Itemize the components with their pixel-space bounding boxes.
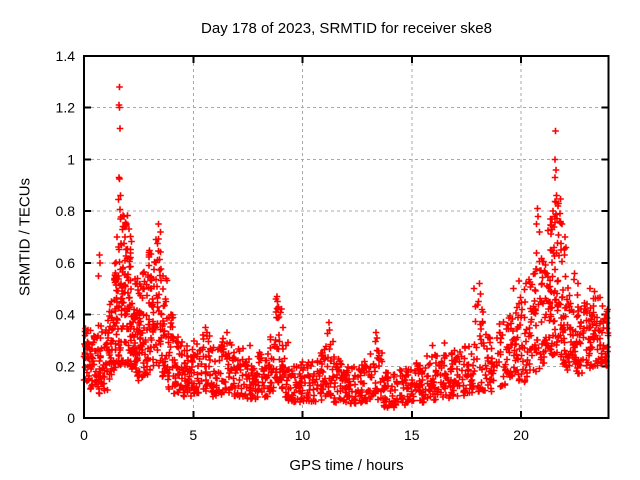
plot-border <box>83 55 610 419</box>
scatter-points <box>80 83 612 411</box>
svg-text:1.2: 1.2 <box>56 100 76 116</box>
svg-text:15: 15 <box>404 427 420 443</box>
x-axis-label: GPS time / hours <box>289 457 404 474</box>
svg-text:5: 5 <box>189 427 197 443</box>
svg-text:1: 1 <box>67 151 75 167</box>
svg-text:20: 20 <box>513 427 529 443</box>
svg-text:0.4: 0.4 <box>56 307 76 323</box>
svg-text:1.4: 1.4 <box>56 48 76 64</box>
tick-labels: 0 5 10 15 20 0 0.2 0.4 0.6 0.8 1 1.2 1.4 <box>56 48 530 443</box>
svg-text:0.6: 0.6 <box>56 255 76 271</box>
svg-text:0.8: 0.8 <box>56 203 76 219</box>
chart-title: Day 178 of 2023, SRMTID for receiver ske… <box>201 20 492 37</box>
svg-text:0: 0 <box>67 410 75 426</box>
svg-text:0.2: 0.2 <box>56 358 76 374</box>
svg-text:10: 10 <box>295 427 311 443</box>
svg-text:0: 0 <box>80 427 88 443</box>
